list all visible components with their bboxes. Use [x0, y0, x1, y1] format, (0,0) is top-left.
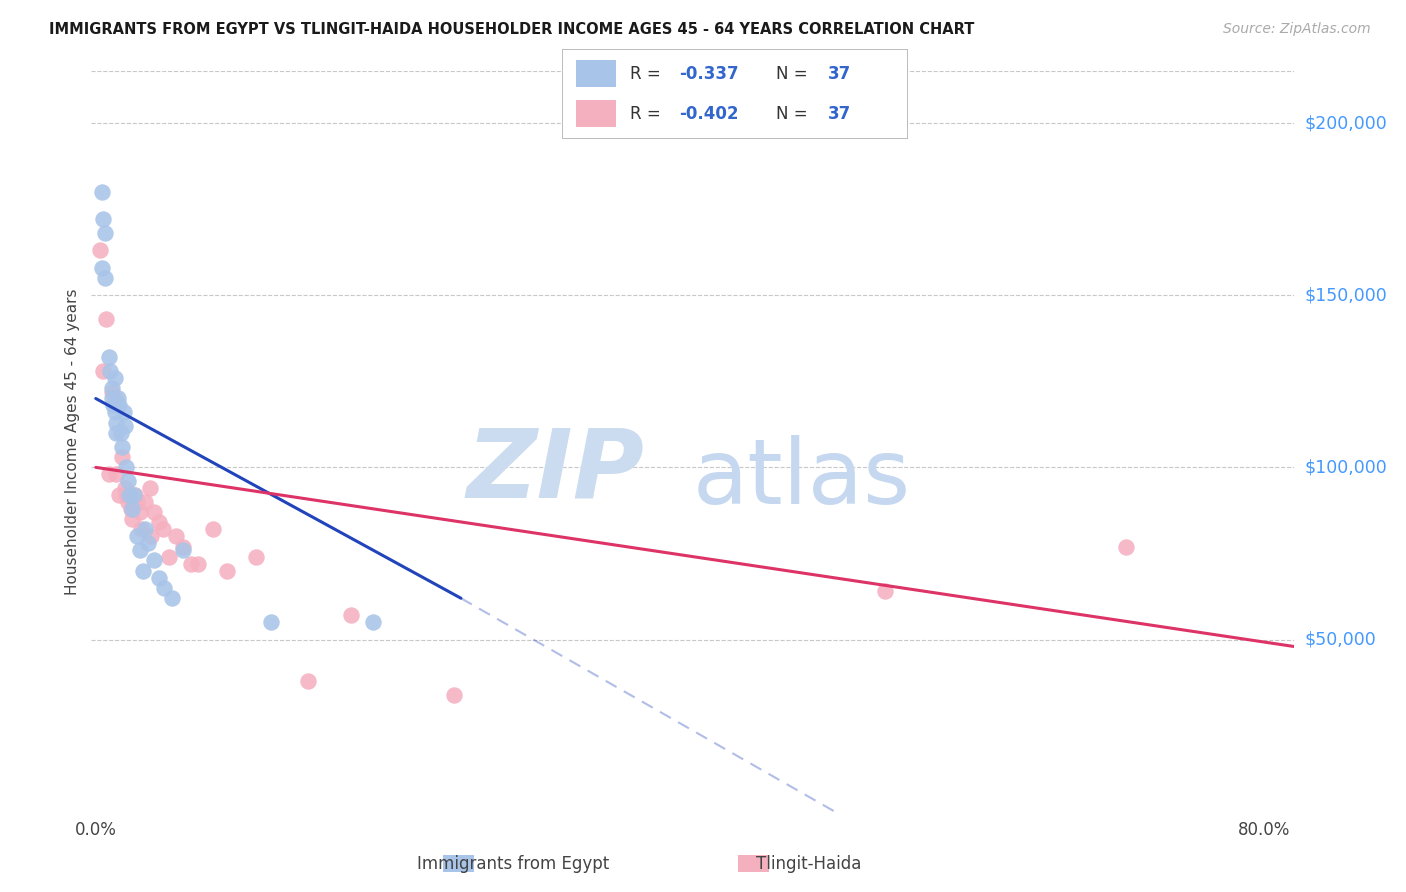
Point [103, 398, 125, 412]
Text: -0.402: -0.402 [679, 105, 740, 123]
Point [172, 540, 194, 554]
Point [105, 467, 128, 482]
Text: N =: N = [776, 65, 813, 83]
Point [104, 371, 127, 385]
Point [153, 581, 176, 595]
Point [139, 481, 162, 495]
Text: atlas: atlas [692, 434, 911, 523]
Text: $150,000: $150,000 [1305, 286, 1388, 304]
Point [91, 212, 114, 227]
Point [201, 522, 224, 536]
Point [122, 488, 145, 502]
Point [107, 392, 129, 406]
Point [114, 419, 136, 434]
Point [180, 557, 202, 571]
Text: Source: ZipAtlas.com: Source: ZipAtlas.com [1223, 22, 1371, 37]
Text: 37: 37 [828, 105, 851, 123]
Point [93, 226, 115, 240]
Point [114, 481, 136, 495]
Point [217, 564, 239, 578]
Point [94, 312, 117, 326]
Text: 37: 37 [828, 65, 851, 83]
Point [128, 505, 150, 519]
Point [152, 522, 174, 536]
Text: Immigrants from Egypt: Immigrants from Egypt [418, 855, 609, 873]
Point [115, 488, 138, 502]
Point [108, 488, 131, 502]
Point [143, 505, 166, 519]
Point [121, 501, 143, 516]
Point [134, 495, 156, 509]
Point [125, 495, 148, 509]
Point [104, 392, 127, 406]
Point [91, 364, 114, 378]
Point [128, 543, 150, 558]
Y-axis label: Householder Income Ages 45 - 64 years: Householder Income Ages 45 - 64 years [65, 288, 80, 595]
Point [115, 460, 138, 475]
Point [1115, 540, 1137, 554]
Text: R =: R = [630, 65, 665, 83]
Point [105, 416, 128, 430]
Point [120, 501, 142, 516]
Point [148, 516, 170, 530]
Point [129, 522, 152, 536]
Point [90, 260, 112, 275]
Point [245, 549, 267, 564]
Point [89, 244, 111, 258]
Point [104, 405, 127, 419]
Text: $200,000: $200,000 [1305, 114, 1388, 132]
Point [134, 522, 156, 536]
FancyBboxPatch shape [576, 100, 616, 127]
Text: ZIP: ZIP [467, 425, 644, 517]
Point [108, 398, 131, 412]
Point [157, 549, 180, 564]
Text: $100,000: $100,000 [1305, 458, 1388, 476]
Point [873, 584, 896, 599]
Point [105, 425, 128, 440]
Point [124, 488, 146, 502]
Text: $50,000: $50,000 [1305, 631, 1376, 648]
Point [187, 557, 209, 571]
Point [121, 512, 143, 526]
Point [118, 488, 141, 502]
Point [172, 543, 194, 558]
Point [90, 185, 112, 199]
Point [117, 495, 139, 509]
Point [363, 615, 385, 630]
Point [97, 350, 120, 364]
Text: Tlingit-Haida: Tlingit-Haida [756, 855, 860, 873]
Point [148, 570, 170, 584]
Point [101, 381, 124, 395]
Point [141, 529, 163, 543]
Point [97, 467, 120, 482]
Point [111, 440, 134, 454]
Text: N =: N = [776, 105, 813, 123]
Text: IMMIGRANTS FROM EGYPT VS TLINGIT-HAIDA HOUSEHOLDER INCOME AGES 45 - 64 YEARS COR: IMMIGRANTS FROM EGYPT VS TLINGIT-HAIDA H… [49, 22, 974, 37]
Point [93, 271, 115, 285]
Text: R =: R = [630, 105, 665, 123]
Point [143, 553, 166, 567]
Point [125, 529, 148, 543]
Point [110, 425, 132, 440]
Point [101, 392, 124, 406]
Point [260, 615, 283, 630]
Text: -0.337: -0.337 [679, 65, 740, 83]
Point [443, 688, 465, 702]
Point [297, 673, 319, 688]
Point [131, 564, 153, 578]
Point [340, 608, 363, 623]
Point [112, 405, 135, 419]
Point [100, 364, 122, 378]
Point [165, 529, 187, 543]
Point [101, 384, 124, 399]
Point [160, 591, 183, 606]
Point [138, 536, 160, 550]
Point [117, 474, 139, 488]
Point [111, 450, 134, 464]
FancyBboxPatch shape [576, 60, 616, 87]
